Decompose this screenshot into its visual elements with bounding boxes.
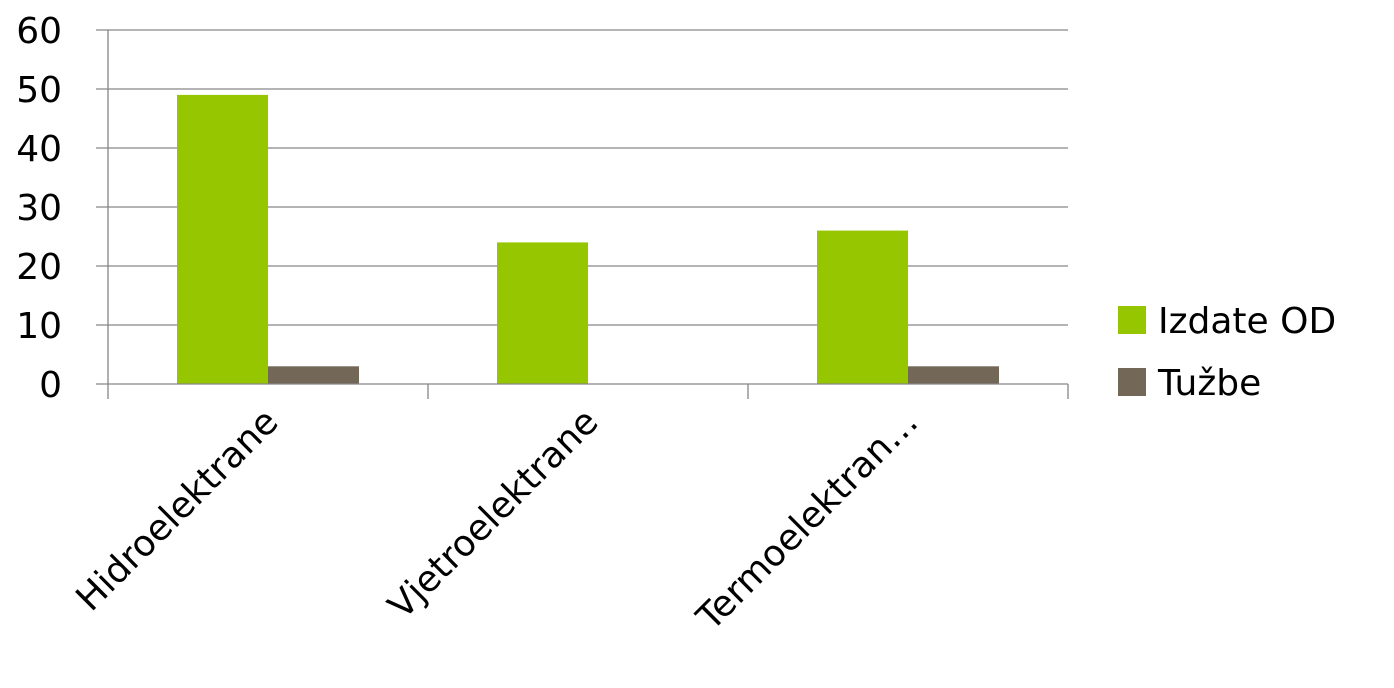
bar-izdate-od-vjetroelektrane xyxy=(497,242,588,384)
axes xyxy=(96,30,1069,399)
x-tick-labels: Hidroelektrane Vjetroelektrane Termoelektr… xyxy=(69,401,927,639)
legend-swatch-tu-be xyxy=(1118,368,1146,396)
y-tick-labels: 0 10 20 30 40 50 60 xyxy=(16,11,62,406)
x-tick-label-termoelektran: Termoelektran… xyxy=(689,401,927,639)
y-tick-label-20: 20 xyxy=(16,247,62,288)
bars xyxy=(177,94,999,385)
x-tick-label-hidroelektrane: Hidroelektrane xyxy=(69,401,287,619)
legend: Izdate OD Tužbe xyxy=(1118,301,1336,404)
x-tick-label-vjetroelektrane: Vjetroelektrane xyxy=(381,401,607,627)
y-tick-label-60: 60 xyxy=(16,11,62,52)
bar-tu-be-termoelektran xyxy=(908,366,999,384)
legend-swatch-izdate-od xyxy=(1118,306,1146,334)
y-tick-label-10: 10 xyxy=(16,306,62,347)
legend-label-izdate-od: Izdate OD xyxy=(1158,301,1336,342)
y-tick-label-30: 30 xyxy=(16,188,62,229)
bar-izdate-od-termoelektran xyxy=(817,230,908,384)
legend-label-tu-be: Tužbe xyxy=(1157,363,1261,404)
bar-izdate-od-hidroelektrane xyxy=(177,94,268,385)
y-tick-label-0: 0 xyxy=(39,365,62,406)
bar-tu-be-hidroelektrane xyxy=(268,366,359,384)
y-tick-label-40: 40 xyxy=(16,129,62,170)
y-tick-label-50: 50 xyxy=(16,70,62,111)
